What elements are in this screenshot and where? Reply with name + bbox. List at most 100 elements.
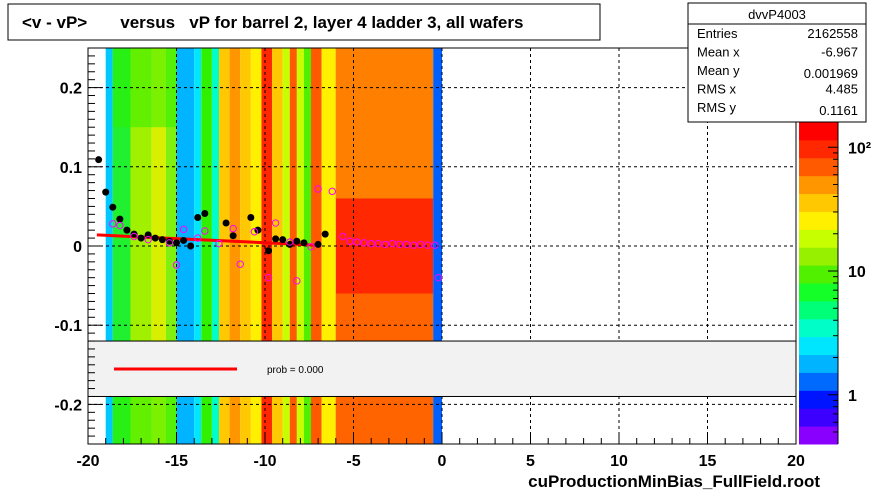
data-point-s1-17 <box>307 243 315 251</box>
data-point-s0-10 <box>165 237 173 245</box>
data-point-s0-14 <box>194 213 202 221</box>
data-point-s0-20 <box>265 247 273 255</box>
stats-value-3: 4.485 <box>825 82 858 97</box>
data-point-s1-22 <box>353 238 361 246</box>
x-tick-label-5: 5 <box>526 453 535 470</box>
x-tick-label-4: 0 <box>438 453 447 470</box>
colorbar-bin-0 <box>799 426 838 445</box>
colorbar-tick-label-0: 10² <box>848 140 871 157</box>
stats-value-2: 0.001969 <box>804 66 858 81</box>
data-point-s1-1 <box>116 221 124 230</box>
data-point-s0-13 <box>187 242 195 250</box>
data-point-s1-9 <box>215 239 223 248</box>
heatmap-column-9 <box>218 48 230 444</box>
data-point-s0-12 <box>180 236 188 244</box>
data-point-s1-18 <box>314 185 322 193</box>
data-point-s1-29 <box>402 240 411 249</box>
data-point-s1-4 <box>165 239 174 247</box>
stats-box-frame <box>687 2 867 123</box>
data-point-s0-27 <box>321 230 329 238</box>
data-point-s0-0 <box>95 156 103 164</box>
data-point-s1-15 <box>286 238 294 246</box>
data-point-s0-15 <box>201 210 209 218</box>
stats-value-0: 2162558 <box>807 26 858 41</box>
points-layer <box>95 156 443 285</box>
x-tick-label-1: -15 <box>165 453 188 470</box>
data-point-s0-21 <box>272 235 280 243</box>
data-point-s1-30 <box>409 241 418 249</box>
colorbar-bin-5 <box>799 336 838 356</box>
colorbar-tick-label-2: 1 <box>848 388 857 405</box>
x-tick-label-0: -20 <box>76 453 99 470</box>
colorbar-bin-8 <box>799 283 838 302</box>
colorbar-tick-label-1: 10 <box>848 264 866 281</box>
y-tick-label-4: -0.2 <box>54 397 82 414</box>
data-point-s0-2 <box>109 203 117 211</box>
data-point-s1-16 <box>293 277 301 285</box>
data-point-s0-3 <box>116 215 124 223</box>
stats-label-1: Mean x <box>697 45 740 60</box>
colorbar-bin-11 <box>799 229 838 248</box>
colorbar-bin-13 <box>799 193 838 212</box>
data-point-s1-25 <box>374 239 382 248</box>
colorbar-bin-2 <box>799 390 838 409</box>
data-point-s1-28 <box>395 240 404 249</box>
data-point-s0-22 <box>279 236 287 244</box>
data-point-s0-23 <box>286 240 294 248</box>
data-point-s1-5 <box>172 261 181 269</box>
data-point-s1-24 <box>367 239 375 248</box>
stats-label-4: RMS y <box>697 100 737 115</box>
heatmap-column-14 <box>272 48 283 444</box>
stats-label-2: Mean y <box>697 63 740 78</box>
colorbar-bin-15 <box>799 157 838 177</box>
data-point-s1-19 <box>328 187 336 196</box>
chart-title: <v - vP> versus vP for barrel 2, layer 4… <box>22 13 523 32</box>
colorbar-bin-6 <box>799 318 838 338</box>
x-tick-label-6: 10 <box>610 453 628 470</box>
data-point-s1-26 <box>381 240 390 249</box>
stats-title: dvvP4003 <box>748 7 806 22</box>
heatmap-column-7 <box>201 48 212 444</box>
x-tick-label-3: -5 <box>346 453 360 470</box>
data-point-s0-8 <box>151 234 159 242</box>
colorbar-bin-12 <box>799 211 838 230</box>
data-point-s0-1 <box>102 188 110 196</box>
data-point-s1-2 <box>130 232 138 241</box>
data-point-s1-13 <box>264 273 273 282</box>
colorbar-bin-9 <box>799 265 838 284</box>
data-point-s0-24 <box>293 237 301 245</box>
data-point-s1-8 <box>201 227 209 235</box>
legend-prob-label: prob = 0.000 <box>267 365 324 376</box>
data-point-s1-23 <box>360 239 368 247</box>
data-point-s0-5 <box>130 230 138 238</box>
colorbar-bin-16 <box>799 139 838 159</box>
data-point-s1-3 <box>144 235 152 244</box>
colorbar-bin-17 <box>799 122 838 141</box>
y-tick-label-2: 0 <box>73 239 82 256</box>
data-point-s1-0 <box>109 220 117 228</box>
data-point-s1-33 <box>431 241 439 249</box>
data-point-s0-4 <box>123 226 131 234</box>
footer-filename: cuProductionMinBias_FullField.root <box>528 472 820 491</box>
y-tick-label-1: 0.1 <box>60 160 82 177</box>
x-tick-label-8: 20 <box>787 453 805 470</box>
axes-layer: -20 -15 -10 -5 0 5 10 15 20 0.2 0.1 0 -0.1 -0.2 <box>54 47 805 470</box>
data-point-s1-32 <box>424 241 432 249</box>
heatmap-band-0 <box>335 48 434 199</box>
data-point-s0-6 <box>137 234 145 242</box>
x-tick-label-2: -10 <box>253 453 276 470</box>
colorbar-bin-4 <box>799 354 838 373</box>
data-point-s1-7 <box>194 234 202 242</box>
colorbar-bin-3 <box>799 372 838 391</box>
data-point-s1-34 <box>434 273 443 282</box>
data-point-s1-11 <box>236 260 244 268</box>
title-box <box>7 3 601 41</box>
stats-label-0: Entries <box>697 26 738 41</box>
data-point-s1-6 <box>179 225 188 234</box>
y-tick-label-3: -0.1 <box>54 318 82 335</box>
data-point-s0-18 <box>247 213 255 221</box>
data-point-s1-20 <box>339 232 347 241</box>
data-point-s0-17 <box>229 232 237 240</box>
stats-label-3: RMS x <box>697 82 737 97</box>
